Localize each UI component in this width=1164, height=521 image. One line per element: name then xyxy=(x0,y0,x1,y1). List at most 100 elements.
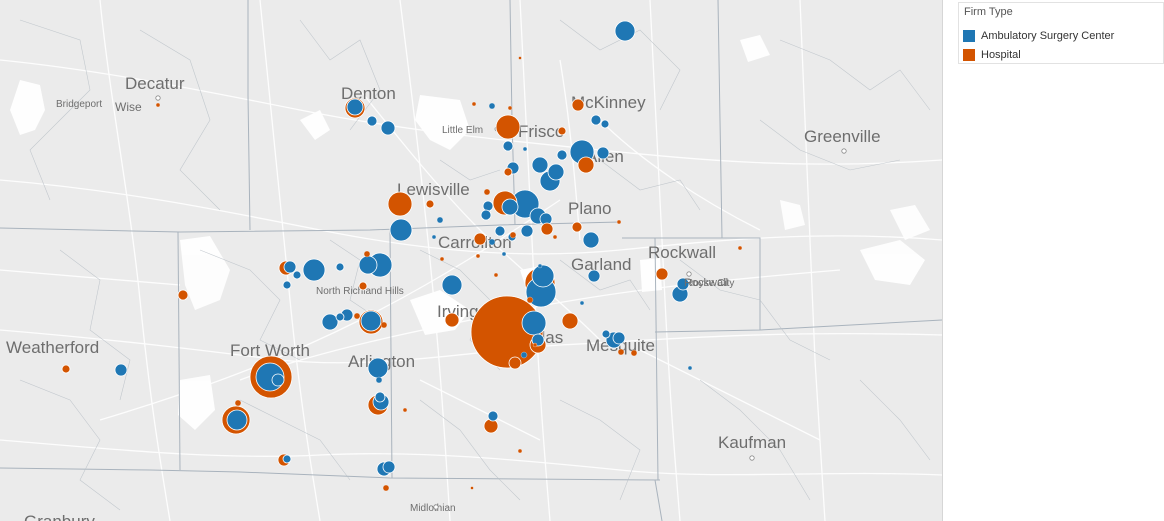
hospital-facility-marker[interactable] xyxy=(382,484,390,492)
asc-facility-marker[interactable] xyxy=(579,300,585,306)
asc-facility-marker[interactable] xyxy=(431,234,437,240)
asc-facility-marker[interactable] xyxy=(612,331,626,345)
asc-facility-marker[interactable] xyxy=(282,454,292,464)
asc-facility-marker[interactable] xyxy=(114,363,128,377)
hospital-facility-marker[interactable] xyxy=(526,296,534,304)
hospital-facility-marker[interactable] xyxy=(571,98,585,112)
asc-facility-marker[interactable] xyxy=(687,365,693,371)
hospital-facility-marker[interactable] xyxy=(540,222,554,236)
asc-facility-marker[interactable] xyxy=(360,310,382,332)
asc-facility-marker[interactable] xyxy=(382,460,396,474)
hospital-facility-marker[interactable] xyxy=(483,188,491,196)
asc-facility-marker[interactable] xyxy=(501,198,519,216)
asc-facility-marker[interactable] xyxy=(346,98,364,116)
asc-facility-marker[interactable] xyxy=(582,231,600,249)
hospital-facility-marker[interactable] xyxy=(234,399,242,407)
hospital-facility-marker[interactable] xyxy=(470,295,544,369)
asc-facility-marker[interactable] xyxy=(441,274,463,296)
facility-markers[interactable] xyxy=(61,20,743,492)
asc-facility-marker[interactable] xyxy=(531,264,555,288)
hospital-facility-marker[interactable] xyxy=(503,167,513,177)
hospital-facility-marker[interactable] xyxy=(517,448,523,454)
asc-facility-marker[interactable] xyxy=(531,156,549,174)
hospital-facility-marker[interactable] xyxy=(571,221,583,233)
legend-item-hospital[interactable]: Hospital xyxy=(963,48,1021,62)
hospital-facility-marker[interactable] xyxy=(155,102,161,108)
asc-facility-marker[interactable] xyxy=(556,149,568,161)
hospital-facility-marker[interactable] xyxy=(509,231,517,239)
asc-facility-marker[interactable] xyxy=(480,209,492,221)
hospital-facility-marker[interactable] xyxy=(508,356,522,370)
asc-facility-marker[interactable] xyxy=(271,373,285,387)
asc-facility-marker[interactable] xyxy=(601,329,611,339)
hospital-facility-marker[interactable] xyxy=(495,114,521,140)
asc-facility-marker[interactable] xyxy=(522,146,528,152)
hospital-facility-marker[interactable] xyxy=(577,156,595,174)
hospital-facility-marker[interactable] xyxy=(61,364,71,374)
asc-facility-marker[interactable] xyxy=(375,376,383,384)
hospital-facility-marker[interactable] xyxy=(518,56,522,60)
hospital-facility-marker[interactable] xyxy=(557,126,567,136)
asc-facility-marker[interactable] xyxy=(321,313,339,331)
asc-facility-marker[interactable] xyxy=(366,115,378,127)
asc-facility-marker[interactable] xyxy=(520,224,534,238)
legend-item-asc[interactable]: Ambulatory Surgery Center xyxy=(963,29,1114,43)
hospital-facility-marker[interactable] xyxy=(387,191,413,217)
asc-facility-marker[interactable] xyxy=(226,409,248,431)
asc-facility-marker[interactable] xyxy=(614,20,636,42)
asc-facility-marker[interactable] xyxy=(335,262,345,272)
asc-facility-marker[interactable] xyxy=(380,120,396,136)
hospital-facility-marker[interactable] xyxy=(617,348,625,356)
hospital-facility-marker[interactable] xyxy=(358,281,368,291)
hospital-facility-marker[interactable] xyxy=(363,250,371,258)
hospital-facility-marker[interactable] xyxy=(507,105,513,111)
hospital-facility-marker[interactable] xyxy=(473,232,487,246)
asc-facility-marker[interactable] xyxy=(335,312,345,322)
asc-facility-marker[interactable] xyxy=(596,146,610,160)
asc-facility-marker[interactable] xyxy=(358,255,378,275)
asc-facility-marker[interactable] xyxy=(520,351,528,359)
hospital-facility-marker[interactable] xyxy=(616,219,622,225)
map-view[interactable]: Decatur Bridgeport Wise Denton Little El… xyxy=(0,0,943,521)
hospital-facility-marker[interactable] xyxy=(444,312,460,328)
asc-facility-marker[interactable] xyxy=(488,238,496,246)
asc-facility-marker[interactable] xyxy=(521,310,547,336)
hospital-facility-marker[interactable] xyxy=(380,321,388,329)
asc-facility-marker[interactable] xyxy=(282,280,292,290)
asc-facility-marker[interactable] xyxy=(367,357,389,379)
hospital-facility-marker[interactable] xyxy=(655,267,669,281)
hospital-facility-marker[interactable] xyxy=(471,101,477,107)
asc-facility-marker[interactable] xyxy=(502,140,514,152)
asc-facility-marker[interactable] xyxy=(676,277,690,291)
asc-facility-marker[interactable] xyxy=(283,260,297,274)
hospital-facility-marker[interactable] xyxy=(177,289,189,301)
hospital-facility-marker[interactable] xyxy=(630,349,638,357)
asc-facility-marker[interactable] xyxy=(487,410,499,422)
hospital-facility-marker[interactable] xyxy=(493,272,499,278)
hospital-facility-marker[interactable] xyxy=(737,245,743,251)
asc-facility-marker[interactable] xyxy=(501,251,507,257)
asc-facility-marker[interactable] xyxy=(537,263,543,269)
asc-facility-marker[interactable] xyxy=(482,200,494,212)
asc-facility-marker[interactable] xyxy=(600,119,610,129)
asc-facility-marker[interactable] xyxy=(292,270,302,280)
hospital-facility-marker[interactable] xyxy=(402,407,408,413)
asc-facility-marker[interactable] xyxy=(488,102,496,110)
asc-facility-marker[interactable] xyxy=(547,163,565,181)
asc-facility-marker[interactable] xyxy=(436,216,444,224)
asc-facility-marker[interactable] xyxy=(587,269,601,283)
hospital-facility-marker[interactable] xyxy=(439,256,445,262)
asc-facility-marker[interactable] xyxy=(374,391,386,403)
hospital-facility-marker[interactable] xyxy=(353,312,361,320)
hospital-facility-marker[interactable] xyxy=(483,418,499,434)
hospital-facility-marker[interactable] xyxy=(470,486,474,490)
hospital-facility-marker[interactable] xyxy=(532,342,538,348)
hospital-facility-marker[interactable] xyxy=(561,312,579,330)
map-canvas[interactable]: Decatur Bridgeport Wise Denton Little El… xyxy=(0,0,942,521)
hospital-facility-marker[interactable] xyxy=(475,253,481,259)
asc-facility-marker[interactable] xyxy=(590,114,602,126)
hospital-facility-marker[interactable] xyxy=(425,199,435,209)
asc-facility-marker[interactable] xyxy=(302,258,326,282)
asc-facility-marker[interactable] xyxy=(389,218,413,242)
hospital-facility-marker[interactable] xyxy=(552,234,558,240)
